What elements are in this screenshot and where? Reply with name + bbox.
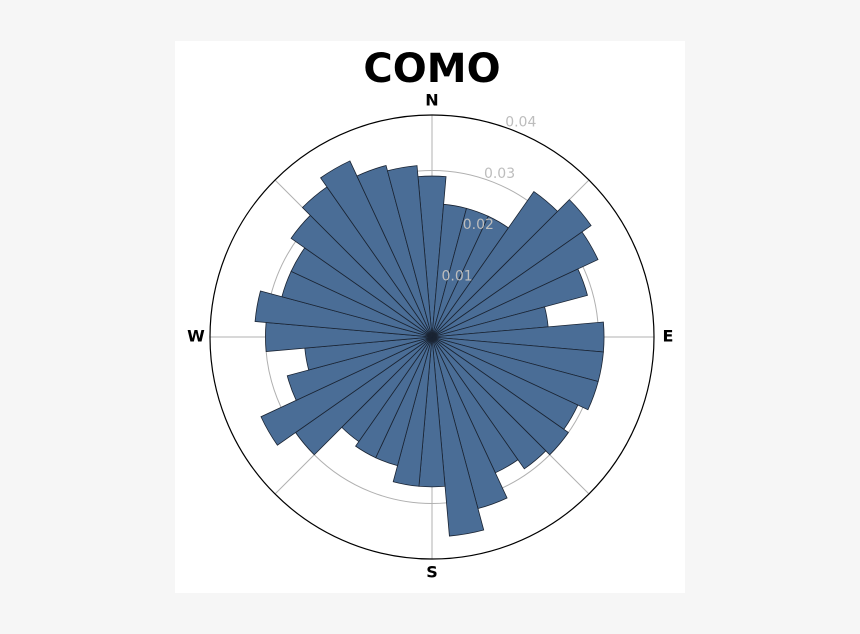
bar xyxy=(431,199,592,338)
bar xyxy=(431,336,547,470)
bar xyxy=(431,268,588,338)
x-tick-label: E xyxy=(663,327,674,346)
y-tick-label: 0.01 xyxy=(441,268,472,284)
bar xyxy=(356,164,433,338)
bar xyxy=(320,160,433,338)
chart-title: COMO xyxy=(363,46,500,92)
bar xyxy=(355,336,433,459)
bar xyxy=(431,231,599,338)
radial-grid-line xyxy=(209,114,655,560)
y-tick-label: 0.02 xyxy=(463,217,494,233)
bar xyxy=(386,165,433,338)
bar xyxy=(431,336,569,456)
x-tick-label: S xyxy=(426,563,438,582)
x-tick-label: W xyxy=(187,327,205,346)
y-tick-label: 0.04 xyxy=(505,115,536,131)
bar xyxy=(260,336,433,446)
bar xyxy=(431,336,485,537)
bar xyxy=(286,336,433,401)
bar xyxy=(431,336,599,411)
x-tick-label: N xyxy=(425,91,438,110)
y-tick-label: 0.03 xyxy=(484,166,515,182)
